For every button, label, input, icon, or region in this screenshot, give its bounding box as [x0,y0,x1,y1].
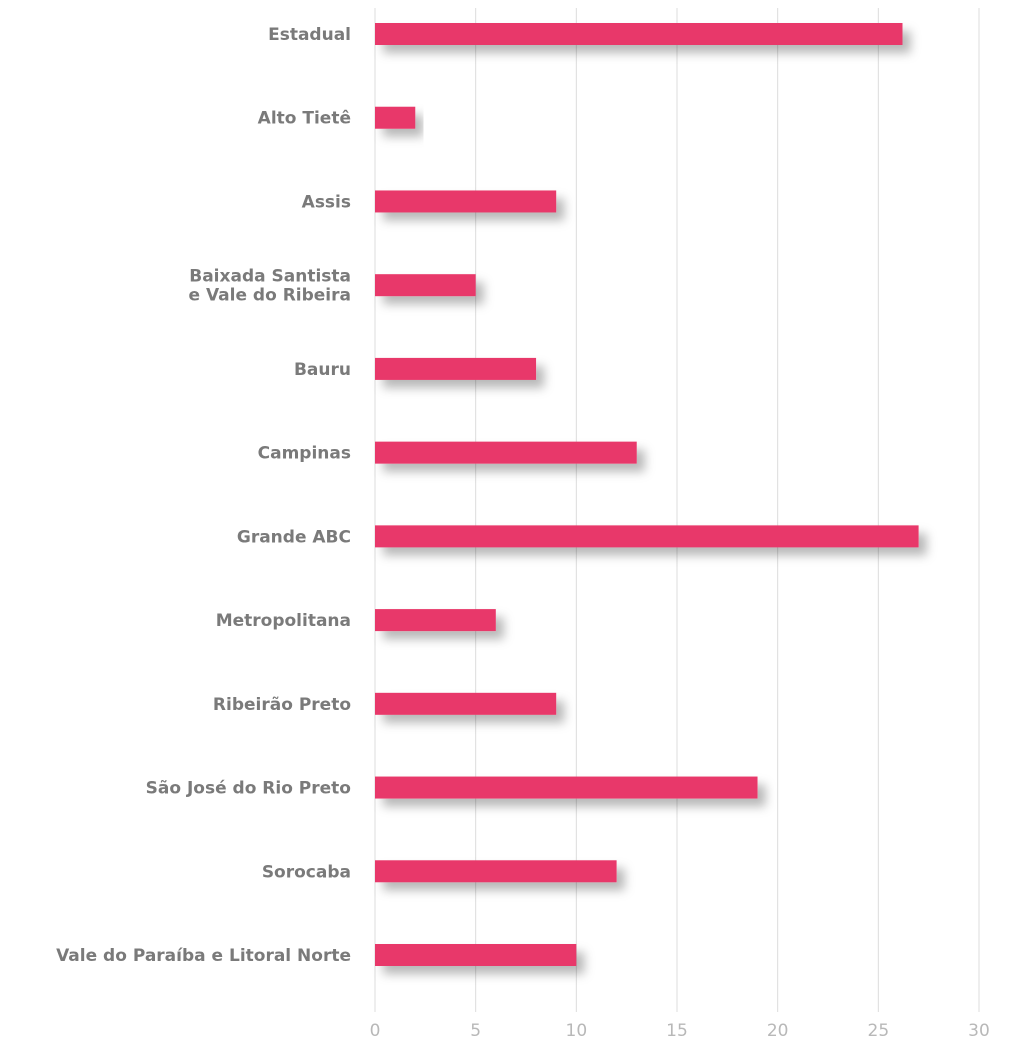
category-label: Estadual [268,25,351,45]
category-label: Grande ABC [237,527,351,547]
category-label: Ribeirão Preto [213,695,351,715]
x-tick-label: 10 [566,1021,588,1041]
x-tick-label: 25 [868,1021,890,1041]
bar [375,274,476,297]
bar [375,692,557,715]
x-tick-label: 5 [470,1021,481,1041]
bar [375,776,758,799]
category-label: Baixada Santista [189,267,351,287]
bar [375,860,617,883]
bar [375,23,903,45]
category-label: e Vale do Ribeira [189,286,352,306]
bar [375,106,416,129]
category-label: Metropolitana [216,611,351,631]
category-label: Assis [302,192,351,212]
bar [375,357,537,380]
x-tick-label: 0 [370,1021,381,1041]
x-tick-label: 30 [968,1021,990,1041]
bar [375,944,577,966]
category-label: Vale do Paraíba e Litoral Norte [56,946,351,966]
x-tick-label: 20 [767,1021,789,1041]
bar [375,609,496,632]
category-label: Campinas [258,444,351,464]
category-label: Alto Tietê [258,109,351,129]
x-tick-label: 15 [666,1021,688,1041]
bar [375,525,919,548]
bars [375,23,919,966]
bar [375,190,557,213]
category-labels: Estadual Alto Tietê Assis Baixada Santistae… [56,25,351,966]
gridlines [374,8,980,1012]
category-label: São José do Rio Preto [146,779,351,799]
bar [375,441,637,464]
category-label: Sorocaba [262,862,351,882]
x-axis-tick-labels: 0 5 10 15 20 25 30 [370,1021,990,1041]
category-label: Bauru [294,360,351,380]
